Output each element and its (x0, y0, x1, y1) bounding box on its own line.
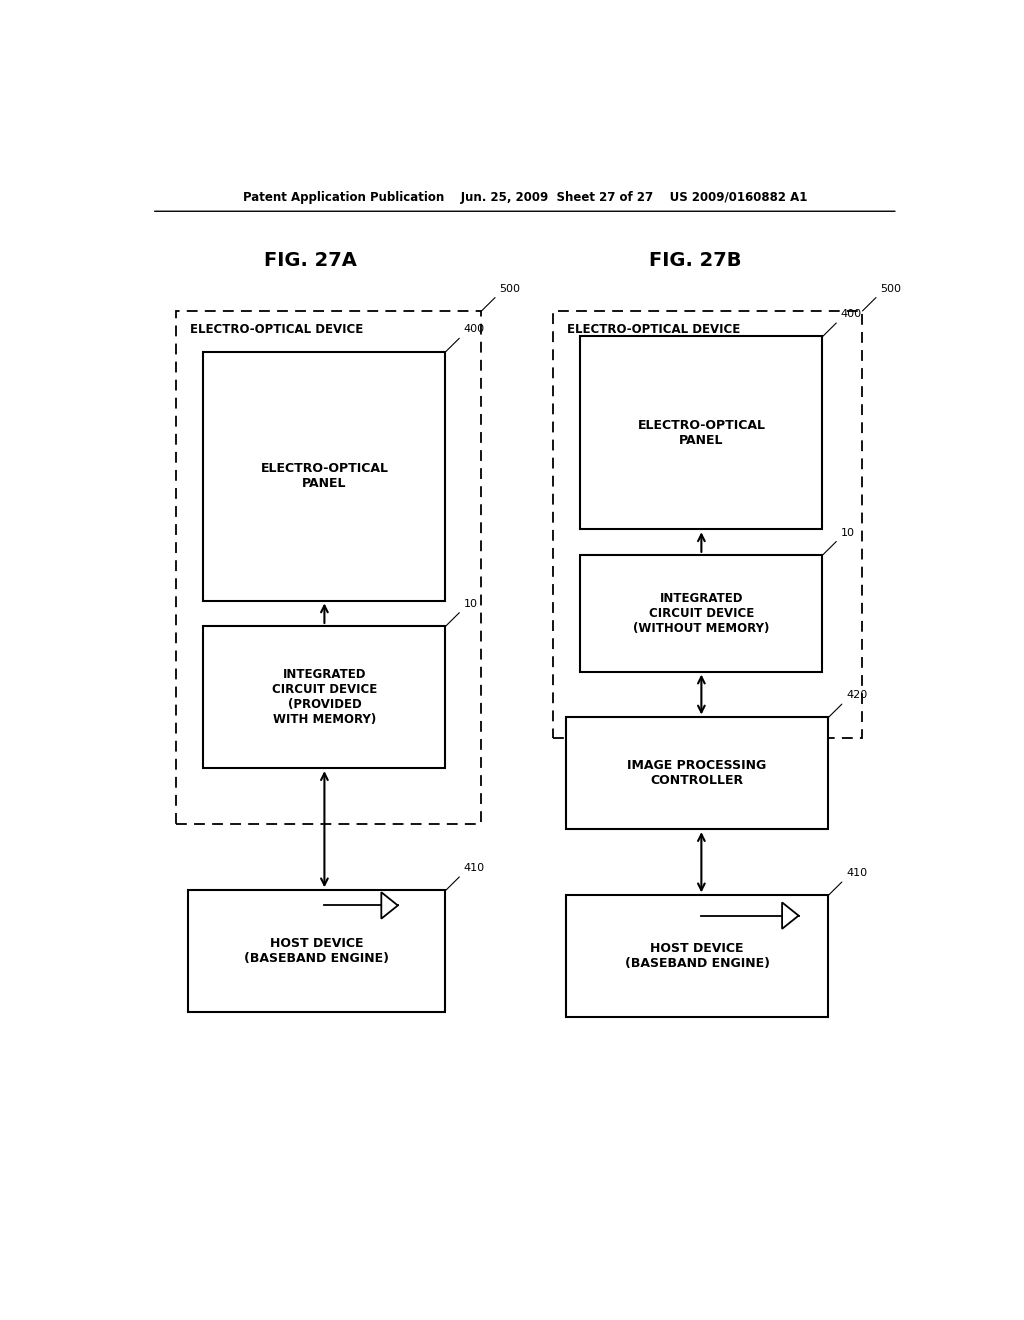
Polygon shape (381, 892, 397, 919)
Bar (553, 312, 862, 738)
Text: 10: 10 (841, 528, 855, 537)
Text: INTEGRATED
CIRCUIT DEVICE
(PROVIDED
WITH MEMORY): INTEGRATED CIRCUIT DEVICE (PROVIDED WITH… (271, 668, 377, 726)
Text: ELECTRO-OPTICAL DEVICE: ELECTRO-OPTICAL DEVICE (189, 323, 364, 337)
Bar (204, 626, 445, 768)
Bar (566, 718, 828, 829)
Text: INTEGRATED
CIRCUIT DEVICE
(WITHOUT MEMORY): INTEGRATED CIRCUIT DEVICE (WITHOUT MEMOR… (633, 591, 770, 635)
Text: 420: 420 (846, 690, 867, 700)
Text: 500: 500 (500, 284, 520, 293)
Text: 500: 500 (881, 284, 901, 293)
Text: 410: 410 (464, 863, 484, 873)
Text: ELECTRO-OPTICAL
PANEL: ELECTRO-OPTICAL PANEL (637, 418, 765, 447)
Text: 10: 10 (464, 599, 477, 609)
Bar (566, 895, 828, 1018)
Text: HOST DEVICE
(BASEBAND ENGINE): HOST DEVICE (BASEBAND ENGINE) (244, 937, 389, 965)
Text: 400: 400 (464, 325, 484, 334)
Bar (187, 890, 445, 1012)
Polygon shape (782, 903, 799, 929)
Bar (581, 337, 822, 529)
Text: ELECTRO-OPTICAL
PANEL: ELECTRO-OPTICAL PANEL (260, 462, 388, 490)
Text: Patent Application Publication    Jun. 25, 2009  Sheet 27 of 27    US 2009/01608: Patent Application Publication Jun. 25, … (243, 190, 807, 203)
Bar (581, 554, 822, 672)
Text: 410: 410 (846, 869, 867, 878)
Text: IMAGE PROCESSING
CONTROLLER: IMAGE PROCESSING CONTROLLER (628, 759, 767, 787)
Text: ELECTRO-OPTICAL DEVICE: ELECTRO-OPTICAL DEVICE (567, 323, 740, 337)
Bar (204, 351, 445, 601)
Bar (176, 312, 481, 824)
Text: FIG. 27B: FIG. 27B (649, 251, 741, 269)
Text: 400: 400 (841, 309, 862, 319)
Text: FIG. 27A: FIG. 27A (264, 251, 357, 269)
Text: HOST DEVICE
(BASEBAND ENGINE): HOST DEVICE (BASEBAND ENGINE) (625, 942, 769, 970)
